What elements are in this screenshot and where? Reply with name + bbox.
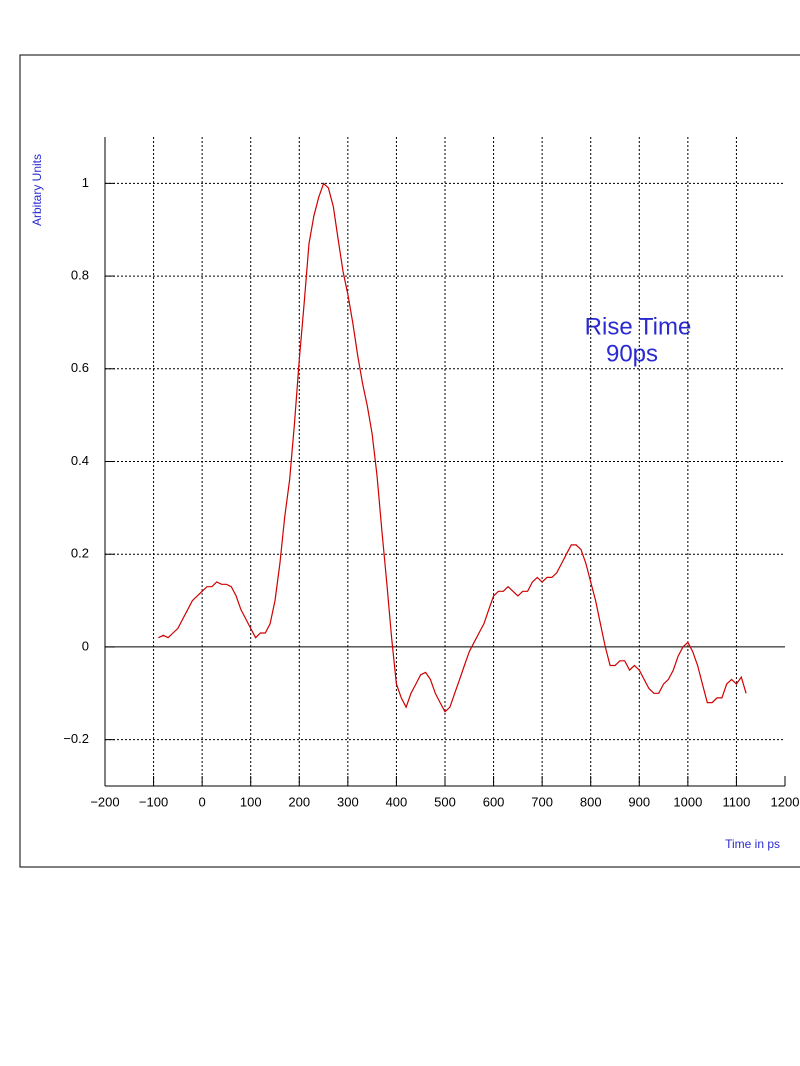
x-tick-label: −100 [139, 794, 168, 809]
y-tick-label: 1 [82, 175, 89, 190]
y-axis-label: Arbitary Units [30, 154, 44, 226]
data-line [158, 182, 747, 713]
y-tick-label: 0.4 [71, 453, 89, 468]
x-tick-label: 600 [483, 794, 505, 809]
x-tick-label: 300 [337, 794, 359, 809]
x-tick-label: 800 [580, 794, 602, 809]
x-tick-label: 500 [434, 794, 456, 809]
x-tick-label: 700 [531, 794, 553, 809]
x-tick-label: −200 [90, 794, 119, 809]
y-tick-label: 0.2 [71, 546, 89, 561]
x-tick-label: 200 [288, 794, 310, 809]
x-tick-label: 0 [199, 794, 206, 809]
y-tick-label: 0.6 [71, 360, 89, 375]
x-tick-label: 900 [628, 794, 650, 809]
x-tick-label: 100 [240, 794, 262, 809]
frame [19, 54, 800, 868]
y-tick-label: 0.8 [71, 268, 89, 283]
annotation: 90ps [606, 340, 658, 367]
annotation: Rise Time [585, 313, 692, 340]
x-tick-label: 1200 [771, 794, 800, 809]
x-tick-label: 1100 [722, 794, 750, 809]
x-tick-label: 1000 [673, 794, 702, 809]
x-tick-label: 400 [386, 794, 408, 809]
x-axis-label: Time in ps [725, 837, 780, 851]
y-tick-label: 0 [82, 638, 89, 653]
y-tick-label: −0.2 [63, 731, 89, 746]
